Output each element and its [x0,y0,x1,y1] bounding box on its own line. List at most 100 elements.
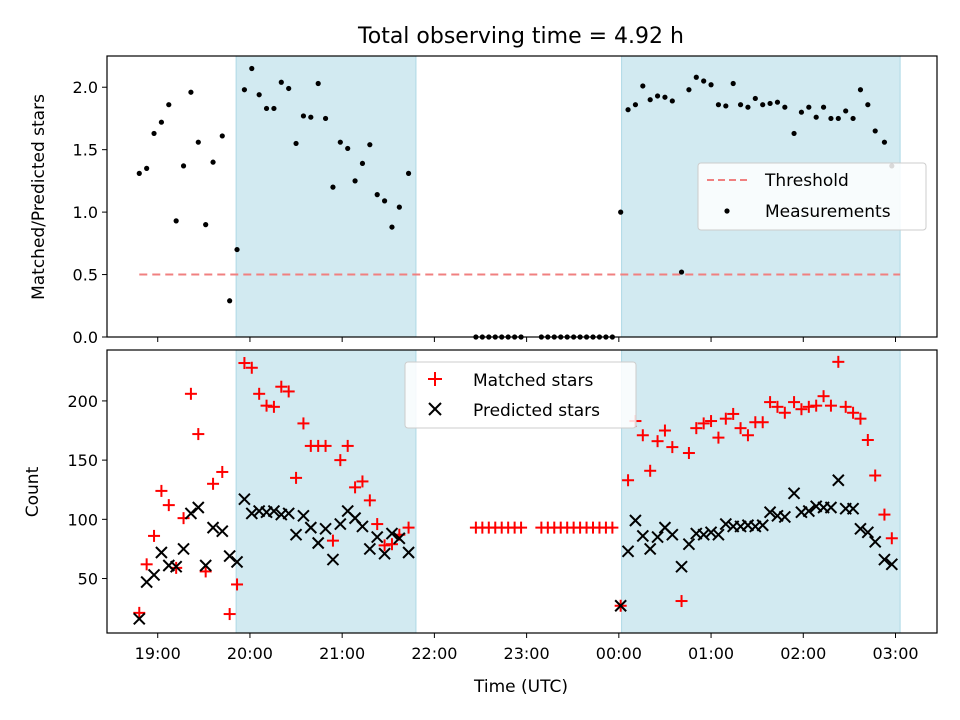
matched-star-point [223,608,236,621]
measurement-point [813,114,819,120]
matched-star-point [148,529,161,542]
x-tick-label: 02:00 [780,644,826,663]
measurement-point [249,65,255,72]
measurement-point [263,105,270,112]
matched-star-point [297,417,310,430]
measurement-point [857,87,864,93]
matched-star-point [741,429,754,442]
legend-measurements-swatch [724,208,730,214]
matched-star-point [260,399,273,412]
predicted-star-point [155,546,168,559]
measurement-point [256,92,262,98]
predicted-star-point [778,510,792,524]
predicted-star-point [184,507,198,520]
matched-star-point [719,412,732,425]
matched-star-point [824,399,837,412]
matched-star-point [817,390,830,403]
matched-star-point [334,454,347,467]
x-tick-label: 19:00 [135,644,181,663]
predicted-star-point [177,542,190,556]
ratio-legend-box [697,162,927,231]
matched-star-point [810,399,823,412]
predicted-star-point [682,537,696,551]
matched-star-point [690,422,703,435]
measurement-point [203,222,209,228]
matched-star-point [675,595,688,608]
measurement-point [669,98,675,104]
predicted-star-point [846,502,860,515]
measurement-point [330,184,336,190]
measurement-point [835,115,841,122]
measurement-point [782,104,788,110]
matched-star-point [795,403,808,416]
shaded-interval [236,56,416,337]
matched-star-point [162,499,175,512]
predicted-star-point [824,501,838,514]
predicted-star-point [756,519,769,532]
ratio-panel: 0.00.51.01.52.0 Matched/Predicted stars … [29,55,938,347]
measurement-point [798,109,805,115]
measurement-point [767,100,773,107]
matched-star-point [606,521,619,534]
matched-star-point [712,431,725,444]
matched-star-point [207,477,220,490]
predicted-star-point [643,542,657,556]
predicted-star-point [869,535,882,549]
matched-star-point [651,435,664,448]
x-tick-label: 22:00 [411,644,457,663]
matched-star-point [238,357,251,370]
measurement-point [618,209,624,215]
predicted-star-point [378,547,391,560]
measurement-point [322,115,329,122]
predicted-star-point [704,526,718,539]
y-tick-label: 100 [67,510,98,529]
matched-star-point [199,565,212,578]
measurement-point [308,114,314,120]
predicted-star-point [326,553,340,566]
measurement-point [715,102,722,108]
measurement-point [647,97,653,103]
matched-star-point [771,400,784,413]
measurement-point [745,104,751,110]
measurement-point [730,80,736,87]
measurement-point [737,102,744,108]
measurement-point [686,87,692,93]
ratio-panel-ylabel: Matched/Predicted stars [29,94,49,300]
predicted-star-point [297,509,310,522]
predicted-star-point [854,522,867,536]
measurement-point [865,102,871,108]
measurement-point [345,145,351,152]
predicted-star-point [697,528,710,541]
matched-star-point [363,494,376,507]
x-tick-label: 23:00 [504,644,550,663]
count-panel-frame [106,349,938,634]
predicted-star-point [832,474,845,487]
matched-star-point [155,484,168,497]
ratio-legend: Threshold Measurements [697,162,927,231]
measurement-point [654,93,661,99]
predicted-star-point [861,526,875,539]
matched-star-point [385,538,398,551]
measurement-point [136,170,142,176]
measurement-point [881,139,888,145]
measurement-point [166,102,172,108]
predicted-star-point [675,560,688,573]
predicted-star-point [147,568,161,582]
predicted-star-point [356,520,369,533]
predicted-star-point [385,527,399,540]
legend-predicted-swatch [428,402,442,416]
predicted-star-point [666,528,679,541]
predicted-star-point [223,549,236,563]
matched-star-point [869,469,882,482]
predicted-star-point [282,507,295,520]
y-tick-label: 0.5 [73,266,98,285]
legend-measurements-label: Measurements [765,202,891,222]
predicted-star-point [363,542,377,556]
predicted-star-point [133,612,146,625]
matched-star-point [326,534,339,547]
x-tick-label: 00:00 [596,644,642,663]
measurement-point [188,89,194,95]
matched-star-point [764,396,777,409]
measurement-point [640,83,646,89]
predicted-star-point [304,521,318,534]
